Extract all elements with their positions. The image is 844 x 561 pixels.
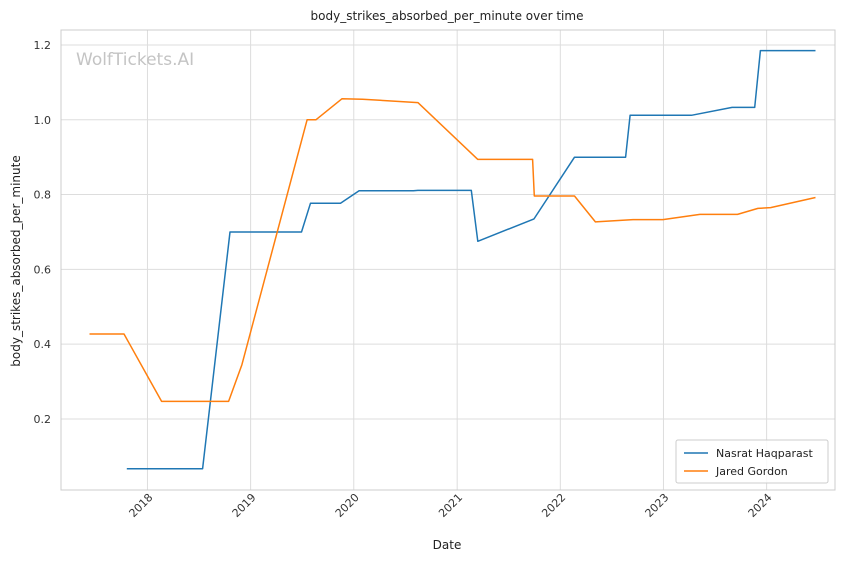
series-line-nasrat-haqparast <box>126 49 816 470</box>
y-tick-label: 0.8 <box>34 189 52 202</box>
x-tick-label: 2023 <box>643 491 672 520</box>
legend: Nasrat Haqparast Jared Gordon <box>675 439 829 484</box>
x-axis-label: Date <box>433 538 462 552</box>
y-tick-label: 0.6 <box>34 263 52 276</box>
x-tick-label: 2019 <box>230 491 259 520</box>
legend-label-jared-gordon: Jared Gordon <box>715 465 788 478</box>
watermark-text: WolfTickets.AI <box>76 50 194 70</box>
y-tick-label: 1.2 <box>34 39 52 52</box>
x-tick-label: 2020 <box>333 491 362 520</box>
y-tick-label: 1.0 <box>34 114 52 127</box>
x-tick-label: 2018 <box>127 491 156 520</box>
legend-box <box>675 439 829 484</box>
plot-frame <box>60 29 836 491</box>
series-lines <box>89 49 816 470</box>
x-tick-label: 2021 <box>436 491 465 520</box>
x-tick-label: 2024 <box>746 491 775 520</box>
gridlines <box>61 30 835 490</box>
chart-title: body_strikes_absorbed_per_minute over ti… <box>311 9 584 23</box>
y-tick-label: 0.4 <box>34 338 52 351</box>
x-tick-label: 2022 <box>539 491 568 520</box>
y-axis-label: body_strikes_absorbed_per_minute <box>9 155 23 366</box>
series-line-jared-gordon <box>89 98 816 403</box>
legend-label-nasrat-haqparast: Nasrat Haqparast <box>716 447 813 460</box>
y-tick-label: 0.2 <box>34 413 52 426</box>
